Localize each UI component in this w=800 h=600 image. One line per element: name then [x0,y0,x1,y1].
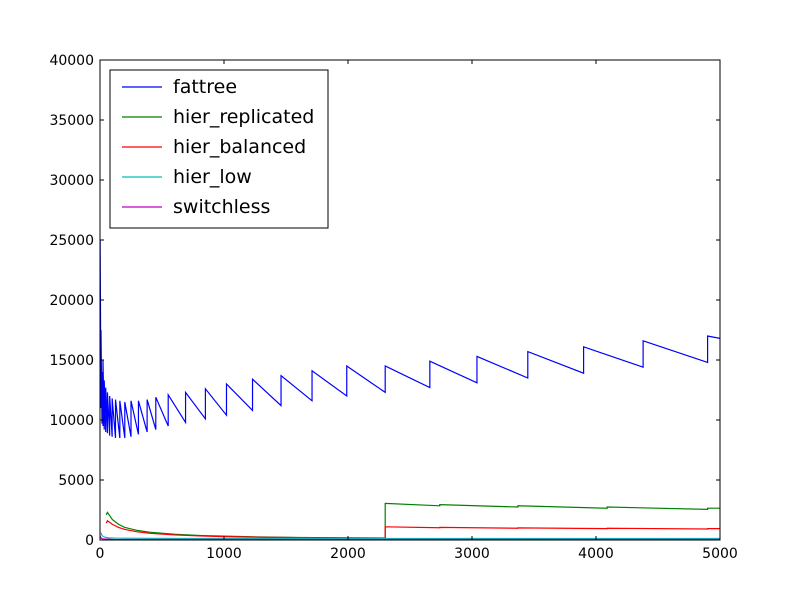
legend-box [109,69,329,229]
x-tick-label: 0 [96,546,105,562]
y-tick-label: 35000 [49,113,94,129]
x-tick-label: 3000 [454,546,490,562]
y-tick-label: 25000 [49,233,94,249]
y-tick-label: 20000 [49,293,94,309]
y-tick-label: 5000 [58,473,94,489]
x-tick-label: 4000 [578,546,614,562]
x-tick-label: 5000 [702,546,738,562]
series-line-hier_balanced [105,519,720,539]
series-line-fattree [99,239,721,439]
ticks-layer: 0 1000 2000 3000 4000 5000 0 5000 10000 15000 2000… [49,53,737,562]
x-tick-label: 2000 [330,546,366,562]
legend: fattree hier_replicated hier_balanced hier_… [109,69,329,229]
y-tick-label: 10000 [49,413,94,429]
series-layer [99,239,721,541]
y-tick-label: 30000 [49,173,94,189]
legend-label-hier_replicated: hier_replicated [173,106,314,128]
plot-frame [99,59,721,541]
legend-label-fattree: fattree [173,76,237,98]
legend-label-hier_balanced: hier_balanced [173,136,306,158]
y-tick-label: 15000 [49,353,94,369]
legend-label-hier_low: hier_low [173,166,252,188]
y-tick-label: 40000 [49,53,94,69]
legend-label-switchless: switchless [173,196,270,218]
x-tick-label: 1000 [206,546,242,562]
series-line-hier_low [100,532,720,540]
y-tick-label: 0 [85,533,94,549]
